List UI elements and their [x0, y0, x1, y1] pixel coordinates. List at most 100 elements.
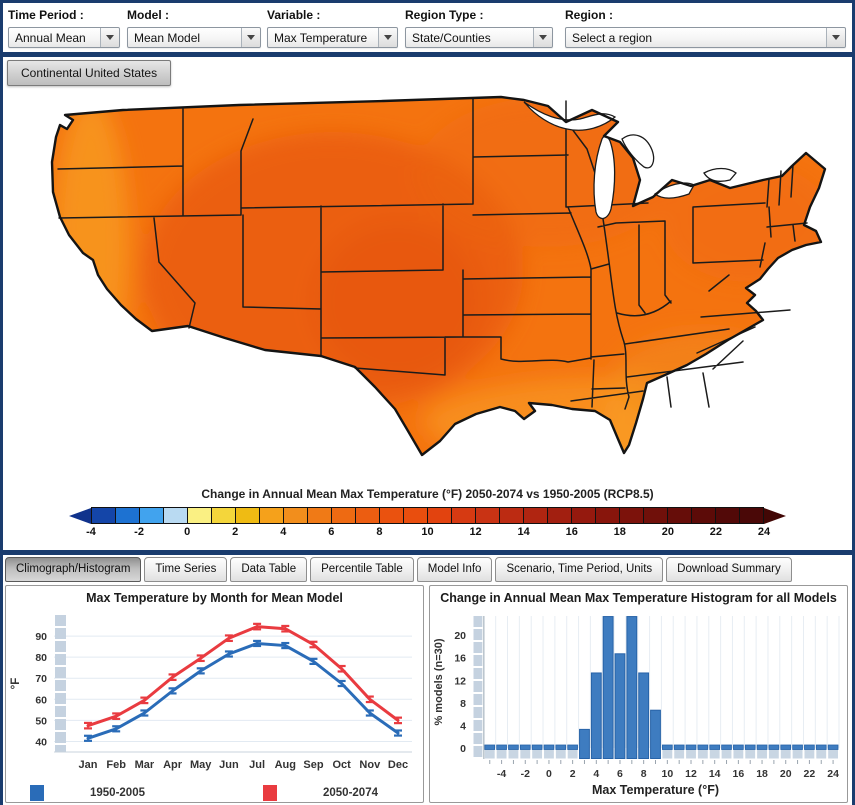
colorbar-tick-label: 20: [661, 526, 674, 538]
svg-text:60: 60: [35, 694, 47, 706]
colorbar-tick-labels: -4 -2 0 2 4 6 8 10 12 14 16 18 20 22 24: [86, 526, 770, 541]
svg-text:0: 0: [460, 743, 466, 755]
chevron-down-icon: [247, 35, 255, 40]
tab-climograph-histogram[interactable]: Climograph/Histogram: [5, 557, 142, 582]
colorbar-cell: [668, 508, 692, 523]
colorbar-tick-label: 8: [376, 526, 383, 538]
svg-text:12: 12: [685, 768, 697, 780]
svg-text:20: 20: [780, 768, 792, 780]
region-type-dropdown[interactable]: State/Counties: [405, 27, 553, 48]
svg-text:50: 50: [35, 715, 47, 727]
colorbar-left-arrow: [69, 507, 91, 524]
dropdown-arrow-button[interactable]: [378, 28, 397, 47]
region-value: Select a region: [572, 31, 653, 45]
variable-value: Max Temperature: [274, 31, 368, 45]
chevron-down-icon: [384, 35, 392, 40]
svg-text:Jun: Jun: [219, 759, 239, 771]
region-type-value: State/Counties: [412, 31, 491, 45]
svg-text:14: 14: [709, 768, 721, 780]
colorbar-cell: [188, 508, 212, 523]
colorbar-cell: [740, 508, 763, 523]
us-choropleth-map[interactable]: [3, 57, 852, 502]
svg-text:10: 10: [661, 768, 673, 780]
colorbar-cell: [92, 508, 116, 523]
dropdown-arrow-button[interactable]: [100, 28, 119, 47]
tab-model-info[interactable]: Model Info: [416, 557, 493, 582]
colorbar: -4 -2 0 2 4 6 8 10 12 14 16 18 20 22 24: [69, 507, 786, 541]
svg-text:Max Temperature (°F): Max Temperature (°F): [592, 783, 719, 797]
colorbar-cell: [596, 508, 620, 523]
svg-text:Feb: Feb: [106, 759, 126, 771]
colorbar-cell: [212, 508, 236, 523]
legend-item-future: 2050-2074: [263, 785, 378, 801]
filter-toolbar: Time Period : Annual Mean Model : Mean M…: [3, 3, 852, 52]
region-dropdown[interactable]: Select a region: [565, 27, 846, 48]
colorbar-cell: [260, 508, 284, 523]
colorbar-cell: [572, 508, 596, 523]
svg-text:12: 12: [454, 675, 466, 687]
tab-data-table[interactable]: Data Table: [230, 557, 308, 582]
variable-dropdown[interactable]: Max Temperature: [267, 27, 398, 48]
region-scope-tab[interactable]: Continental United States: [7, 60, 172, 86]
great-lakes: [523, 101, 737, 220]
colorbar-cell: [428, 508, 452, 523]
colorbar-tick-label: 18: [613, 526, 626, 538]
tab-download-summary[interactable]: Download Summary: [666, 557, 792, 582]
legend-label-future: 2050-2074: [323, 787, 378, 799]
colorbar-tick-label: 2: [232, 526, 239, 538]
svg-text:22: 22: [804, 768, 816, 780]
dropdown-arrow-button[interactable]: [241, 28, 260, 47]
svg-text:4: 4: [593, 768, 599, 780]
tab-scenario-time-period-units[interactable]: Scenario, Time Period, Units: [495, 557, 664, 582]
climograph-title: Max Temperature by Month for Mean Model: [86, 591, 343, 605]
colorbar-cell: [356, 508, 380, 523]
analysis-tabs: Climograph/Histogram Time Series Data Ta…: [5, 557, 792, 582]
section-divider: [3, 52, 852, 57]
colorbar-right-arrow: [764, 507, 786, 524]
model-value: Mean Model: [134, 31, 201, 45]
time-period-dropdown[interactable]: Annual Mean: [8, 27, 120, 48]
climograph-legend: 1950-2005 2050-2074: [6, 781, 423, 805]
dropdown-arrow-button[interactable]: [533, 28, 552, 47]
colorbar-cell: [164, 508, 188, 523]
colorbar-tick-label: -4: [86, 526, 96, 538]
colorbar-tick-label: 22: [709, 526, 723, 538]
svg-text:90: 90: [35, 631, 47, 643]
svg-text:40: 40: [35, 736, 47, 748]
map-section: Continental United States: [3, 57, 852, 550]
dropdown-arrow-button[interactable]: [826, 28, 845, 47]
colorbar-cell: [308, 508, 332, 523]
svg-text:-2: -2: [521, 768, 530, 780]
tab-percentile-table[interactable]: Percentile Table: [310, 557, 414, 582]
svg-text:Jul: Jul: [249, 759, 265, 771]
legend-swatch-historical: [30, 785, 44, 801]
svg-text:80: 80: [35, 652, 47, 664]
legend-item-historical: 1950-2005: [30, 785, 145, 801]
section-divider: [3, 550, 852, 555]
colorbar-cell: [548, 508, 572, 523]
svg-text:8: 8: [460, 698, 466, 710]
colorbar-tick-label: 4: [280, 526, 287, 538]
colorbar-tick-label: 10: [421, 526, 434, 538]
colorbar-cell: [116, 508, 140, 523]
svg-text:-4: -4: [497, 768, 506, 780]
svg-text:20: 20: [454, 630, 466, 642]
chevron-down-icon: [832, 35, 840, 40]
colorbar-tick-label: -2: [134, 526, 144, 538]
colorbar-tick-label: 6: [328, 526, 335, 538]
colorbar-cell: [140, 508, 164, 523]
colorbar-cells: [91, 507, 764, 524]
svg-text:70: 70: [35, 673, 47, 685]
svg-text:16: 16: [454, 653, 466, 665]
colorbar-cell: [236, 508, 260, 523]
region-type-control: Region Type : State/Counties: [405, 8, 553, 48]
svg-text:16: 16: [733, 768, 745, 780]
legend-label-historical: 1950-2005: [90, 787, 145, 799]
colorbar-tick-label: 16: [565, 526, 578, 538]
model-label: Model :: [127, 8, 169, 22]
svg-text:Dec: Dec: [388, 759, 408, 771]
tab-time-series[interactable]: Time Series: [144, 557, 228, 582]
model-dropdown[interactable]: Mean Model: [127, 27, 261, 48]
colorbar-cell: [692, 508, 716, 523]
svg-text:24: 24: [827, 768, 839, 780]
